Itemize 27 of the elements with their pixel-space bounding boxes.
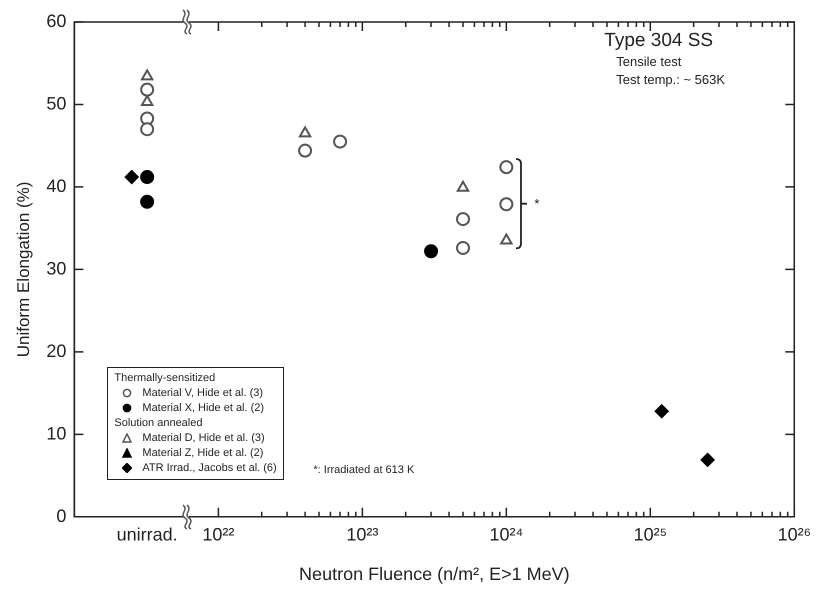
- annotation: *: Irradiated at 613 K: [313, 464, 414, 476]
- x-tick-label: 10²⁴: [489, 524, 524, 545]
- y-tick-label: 50: [46, 93, 66, 114]
- legend-label: Material Z, Hide et al. (2): [142, 446, 264, 461]
- x-axis-title: Neutron Fluence (n/m², E>1 MeV): [299, 564, 570, 584]
- y-tick-label: 0: [56, 506, 66, 526]
- annotation: Solution annealed: [114, 416, 204, 431]
- chart-title: Type 304 SS: [604, 30, 714, 52]
- x-tick-label: 10²⁶: [778, 524, 812, 545]
- legend-label: Material V, Hide et al. (3): [142, 386, 264, 401]
- y-tick-label: 30: [46, 258, 66, 278]
- y-tick-label: 20: [46, 340, 66, 361]
- legend-label: Material X, Hide et al. (2): [142, 400, 264, 416]
- text: Tensile test: [616, 54, 682, 69]
- y-tick-label: 60: [46, 10, 66, 31]
- y-axis-title: Uniform Elongation (%): [14, 182, 33, 358]
- x-tick-label: 10²²: [202, 524, 234, 545]
- legend-label: Material D, Hide et al. (3): [142, 430, 265, 446]
- annotation: *: [534, 196, 540, 211]
- x-tick-label: 10²³: [346, 524, 378, 545]
- x-tick-label: 10²⁵: [634, 524, 668, 545]
- annotation: Test temp.: ~ 563K: [616, 72, 726, 87]
- annotation: Thermally-sensitized: [114, 370, 216, 386]
- legend-label: ATR Irrad., Jacobs et al. (6): [142, 460, 277, 476]
- x-tick-label: unirrad.: [116, 524, 178, 545]
- y-tick-label: 40: [46, 176, 66, 196]
- y-tick-label: 10: [46, 423, 66, 444]
